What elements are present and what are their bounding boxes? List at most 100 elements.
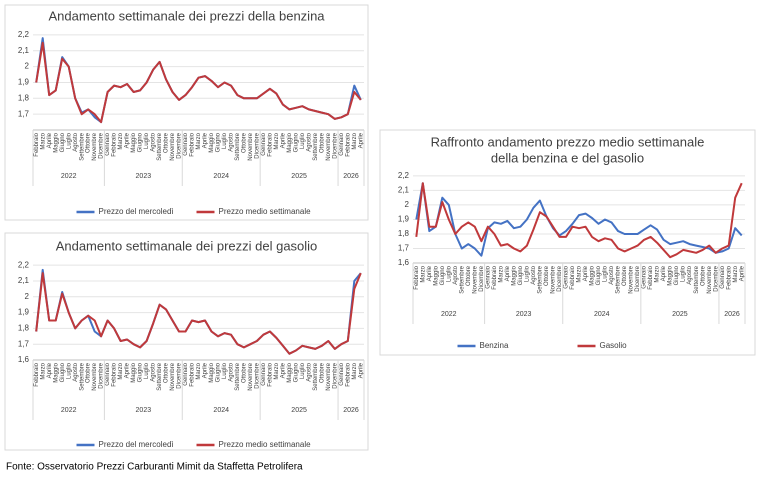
x-tick-label: Agosto — [687, 265, 693, 284]
x-tick-label: Marzo — [498, 265, 504, 282]
x-tick-label: Ottobre — [544, 265, 550, 286]
x-tick-label: Aprile — [125, 362, 131, 378]
year-label: 2025 — [672, 311, 688, 318]
y-tick-label: 2 — [405, 200, 410, 209]
x-tick-label: Gennaio — [105, 132, 111, 155]
x-tick-label: Gennaio — [642, 265, 648, 288]
x-tick-label: Aprile — [280, 362, 286, 378]
x-tick-label: Maggio — [433, 265, 439, 285]
x-tick-label: Marzo — [274, 132, 280, 149]
x-tick-label: Marzo — [733, 265, 739, 282]
chart-panel — [4, 232, 369, 451]
x-tick-label: Settembre — [235, 132, 241, 160]
x-tick-label: Febbraio — [414, 265, 420, 289]
x-tick-label: Dicembre — [635, 265, 641, 291]
x-tick-label: Luglio — [222, 362, 228, 379]
y-tick-label: 1,6 — [398, 258, 410, 267]
x-tick-label: Ottobre — [319, 362, 325, 383]
year-label: 2024 — [213, 173, 229, 180]
x-tick-label: Ottobre — [164, 362, 170, 383]
x-tick-label: Novembre — [472, 265, 478, 293]
series-line — [35, 272, 362, 355]
x-tick-label: Maggio — [287, 362, 293, 382]
year-label: 2026 — [343, 173, 359, 180]
x-tick-label: Marzo — [118, 362, 124, 379]
x-tick-label: Settembre — [157, 132, 163, 160]
y-tick-label: 1,8 — [18, 323, 30, 332]
x-tick-label: Novembre — [92, 132, 98, 160]
x-tick-label: Febbraio — [492, 265, 498, 289]
x-tick-label: Ottobre — [86, 132, 92, 153]
x-tick-label: Dicembre — [254, 362, 260, 388]
y-tick-label: 2 — [25, 292, 30, 301]
x-tick-label: Settembre — [79, 362, 85, 390]
x-tick-label: Dicembre — [99, 132, 105, 158]
x-tick-label: Giugno — [138, 132, 144, 152]
legend-label: Prezzo del mercoledì — [99, 207, 174, 216]
x-tick-label: Dicembre — [332, 362, 338, 388]
x-tick-label: Luglio — [524, 265, 530, 282]
x-tick-label: Maggio — [209, 362, 215, 382]
x-tick-label: Gennaio — [183, 362, 189, 385]
x-tick-label: Novembre — [551, 265, 557, 293]
x-tick-label: Giugno — [60, 132, 66, 152]
x-tick-label: Marzo — [420, 265, 426, 282]
x-tick-label: Gennaio — [105, 362, 111, 385]
x-tick-label: Settembre — [694, 265, 700, 293]
source-note: Fonte: Osservatorio Prezzi Carburanti Mi… — [6, 462, 303, 473]
x-tick-label: Febbraio — [345, 132, 351, 156]
x-tick-label: Gennaio — [261, 132, 267, 155]
x-tick-label: Giugno — [596, 265, 602, 285]
x-tick-label: Giugno — [518, 265, 524, 285]
x-tick-label: Luglio — [144, 132, 150, 149]
x-tick-label: Luglio — [300, 132, 306, 149]
x-tick-label: Aprile — [427, 265, 433, 281]
x-tick-label: Aprile — [661, 265, 667, 281]
x-tick-label: Ottobre — [164, 132, 170, 153]
x-tick-label: Febbraio — [190, 362, 196, 386]
legend-label: Gasolio — [600, 341, 628, 350]
x-tick-label: Marzo — [352, 132, 358, 149]
y-tick-label: 2,2 — [398, 171, 410, 180]
x-tick-label: Marzo — [196, 362, 202, 379]
x-tick-label: Settembre — [313, 362, 319, 390]
x-tick-label: Febbraio — [726, 265, 732, 289]
x-tick-label: Febbraio — [570, 265, 576, 289]
x-tick-label: Agosto — [151, 362, 157, 381]
x-tick-label: Ottobre — [242, 362, 248, 383]
chart-title: Andamento settimanale dei prezzi della b… — [48, 8, 325, 23]
y-tick-label: 2,2 — [18, 260, 30, 269]
x-tick-label: Maggio — [53, 132, 59, 152]
x-tick-label: Marzo — [40, 132, 46, 149]
x-tick-label: Novembre — [170, 132, 176, 160]
x-tick-label: Settembre — [157, 362, 163, 390]
x-tick-label: Marzo — [274, 362, 280, 379]
x-tick-label: Aprile — [358, 362, 364, 378]
x-tick-label: Ottobre — [700, 265, 706, 286]
x-tick-label: Giugno — [293, 362, 299, 382]
x-tick-label: Settembre — [235, 362, 241, 390]
year-label: 2026 — [343, 407, 359, 414]
x-tick-label: Giugno — [138, 362, 144, 382]
x-tick-label: Settembre — [313, 132, 319, 160]
x-tick-label: Dicembre — [177, 362, 183, 388]
chart-title: Raffronto andamento prezzo medio settima… — [431, 134, 705, 149]
x-tick-label: Marzo — [196, 132, 202, 149]
y-tick-label: 1,9 — [398, 215, 410, 224]
year-label: 2025 — [291, 173, 307, 180]
x-tick-label: Febbraio — [267, 362, 273, 386]
x-tick-label: Ottobre — [466, 265, 472, 286]
x-tick-label: Giugno — [440, 265, 446, 285]
series-line — [35, 41, 362, 124]
x-tick-label: Febbraio — [112, 362, 118, 386]
x-tick-label: Dicembre — [99, 362, 105, 388]
year-label: 2024 — [594, 311, 610, 318]
legend-label: Prezzo medio settimanale — [219, 440, 312, 449]
x-tick-label: Novembre — [248, 362, 254, 390]
y-tick-label: 1,7 — [18, 339, 30, 348]
x-tick-label: Luglio — [446, 265, 452, 282]
x-tick-label: Giugno — [293, 132, 299, 152]
year-label: 2026 — [724, 311, 740, 318]
x-tick-label: Gennaio — [261, 362, 267, 385]
